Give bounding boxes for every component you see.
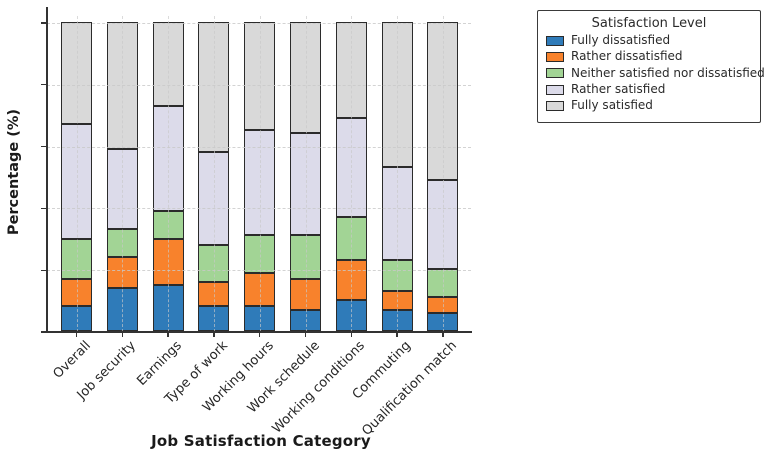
y-tick [41, 207, 47, 210]
legend-items: Fully dissatisfied Rather dissatisfied Nei… [546, 33, 765, 113]
legend-swatch [546, 101, 564, 112]
y-tick [41, 84, 47, 86]
x-gridline [213, 16, 215, 332]
x-tick [350, 332, 352, 337]
legend-item: Neither satisfied nor dissatisfied [546, 66, 765, 81]
x-gridline [122, 16, 124, 332]
legend-item: Fully satisfied [546, 98, 752, 113]
y-axis-label: Percentage (%) [6, 108, 22, 236]
legend-swatch [546, 84, 564, 95]
legend-item: Rather satisfied [546, 81, 752, 97]
x-gridline [397, 16, 399, 332]
plot-area [41, 7, 472, 337]
y-gridline [47, 208, 471, 210]
legend-label: Rather satisfied [571, 81, 666, 96]
y-axis-spine [46, 7, 48, 333]
legend-label: Fully satisfied [571, 98, 653, 113]
y-tick [41, 269, 47, 271]
y-tick [41, 145, 47, 148]
legend-title: Satisfaction Level [591, 16, 707, 31]
legend-label: Fully dissatisfied [571, 33, 671, 47]
y-tick [41, 331, 47, 333]
y-gridline [47, 270, 471, 272]
x-gridline [351, 16, 353, 332]
y-gridline [47, 84, 471, 86]
x-tick [304, 332, 307, 337]
x-tick [213, 332, 215, 337]
x-gridline [76, 16, 78, 332]
legend: Satisfaction Level Fully dissatisfied Rat… [537, 10, 765, 124]
y-gridline [47, 146, 471, 148]
x-tick [75, 332, 78, 337]
x-tick [396, 332, 398, 337]
x-gridline [442, 16, 444, 332]
y-tick [41, 22, 47, 24]
x-gridline [168, 16, 170, 332]
x-tick [442, 332, 444, 337]
legend-swatch [546, 52, 564, 63]
x-axis-label: Job Satisfaction Category [151, 432, 371, 450]
legend-item: Fully dissatisfied [546, 33, 752, 48]
legend-label: Rather dissatisfied [571, 49, 683, 64]
x-tick [121, 332, 123, 337]
x-tick [167, 332, 169, 337]
x-tick [259, 332, 261, 337]
legend-swatch [546, 35, 564, 46]
y-gridline [47, 23, 471, 24]
legend-item: Rather dissatisfied [546, 49, 752, 64]
x-gridline [305, 16, 307, 332]
x-gridline [259, 16, 261, 332]
legend-swatch [546, 68, 564, 79]
legend-label: Neither satisfied nor dissatisfied [571, 65, 765, 80]
